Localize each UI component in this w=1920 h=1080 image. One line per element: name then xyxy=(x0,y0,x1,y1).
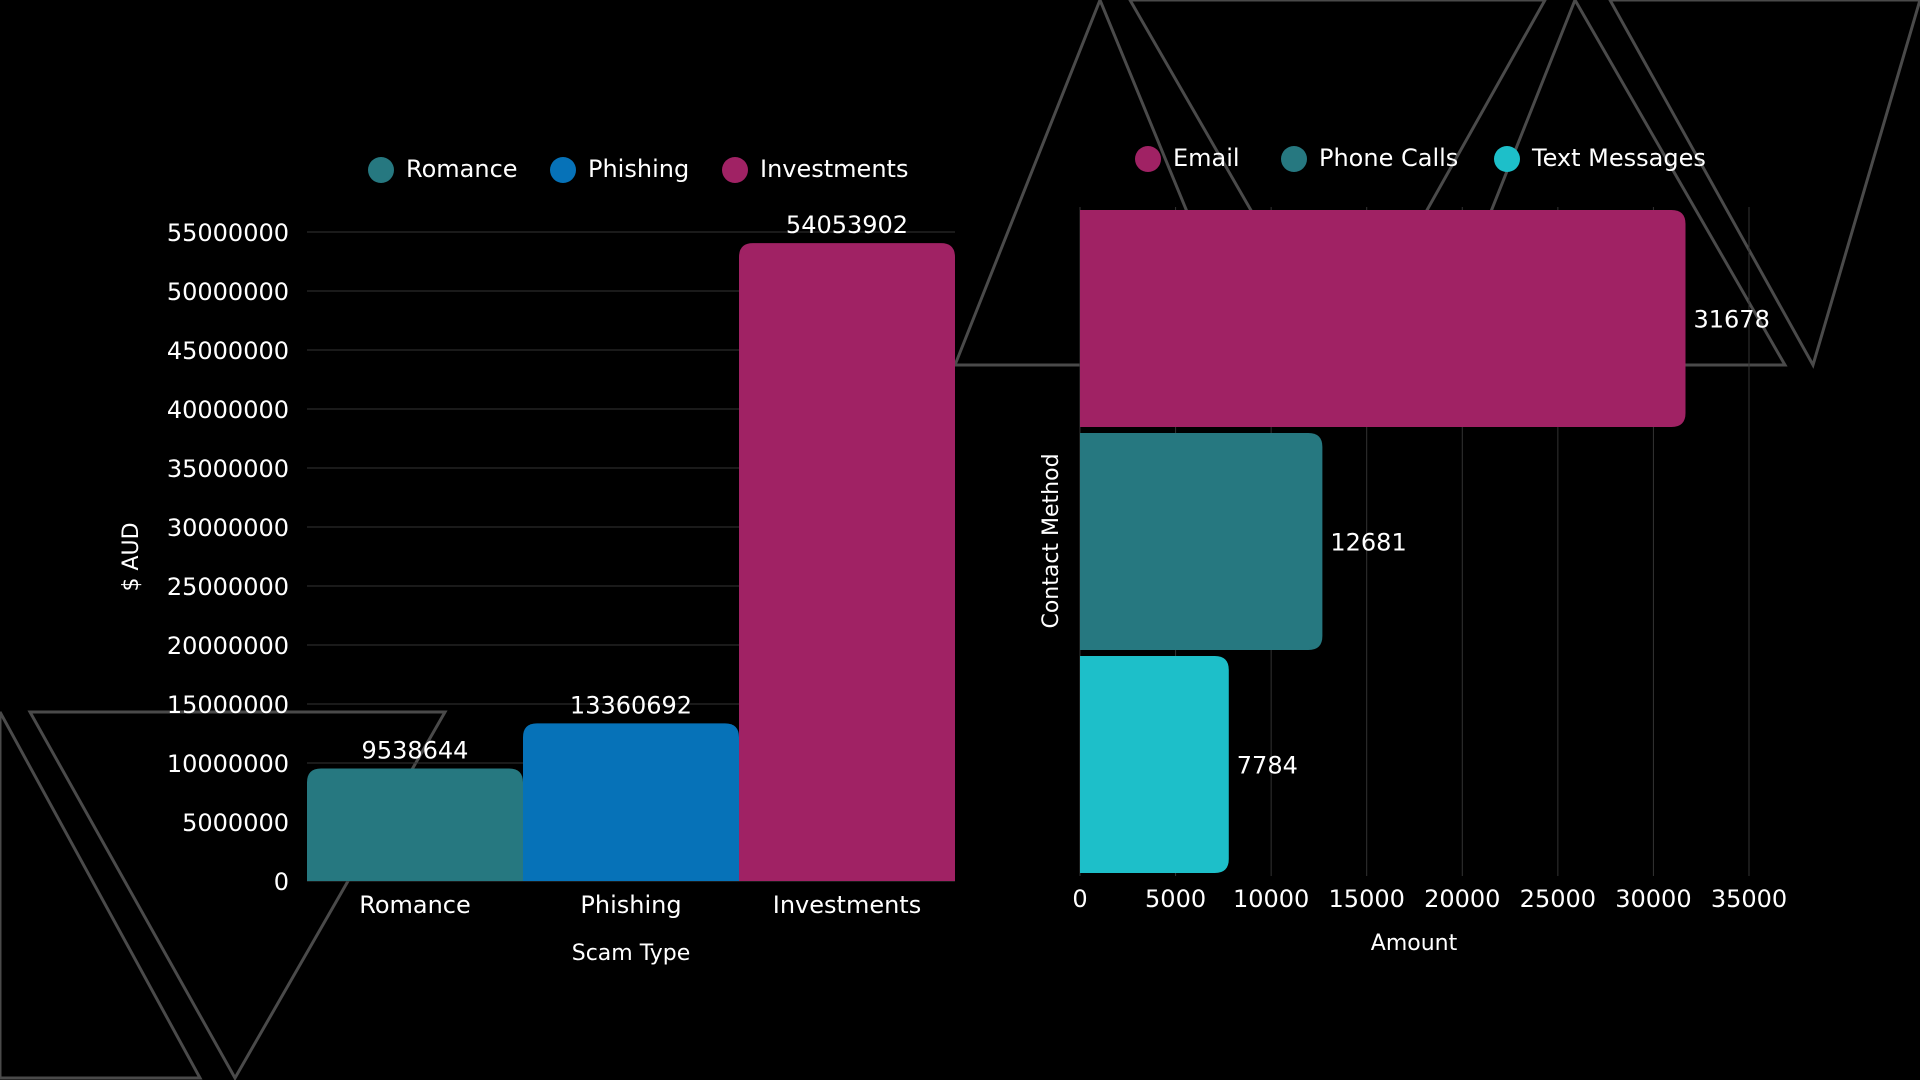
chart2-legend-swatch xyxy=(1494,146,1520,172)
chart2-x-tick-label: 15000 xyxy=(1329,885,1405,913)
chart1-y-tick-label: 25000000 xyxy=(167,573,289,601)
chart1-y-tick-labels: 0 5000000 10000000 15000000 20000000 25000000… xyxy=(167,219,289,896)
chart1-legend-swatch xyxy=(550,157,576,183)
chart1-y-tick-label: 55000000 xyxy=(167,219,289,247)
chart1-bar-investments xyxy=(739,243,955,882)
decor-triangle-4 xyxy=(1608,0,1920,369)
chart2-x-tick-label: 35000 xyxy=(1711,885,1787,913)
chart2-x-tick-label: 30000 xyxy=(1615,885,1691,913)
chart1-x-tick-label: Romance xyxy=(359,891,471,919)
chart1-y-tick-label: 5000000 xyxy=(182,809,289,837)
chart2-data-labels: 31678 12681 7784 xyxy=(1237,306,1770,780)
chart1-legend: Romance Phishing Investments xyxy=(368,155,908,183)
chart1-legend-swatch xyxy=(722,157,748,183)
decor-triangle-5 xyxy=(27,710,448,1080)
chart2-bar-email xyxy=(1080,210,1686,427)
chart2-legend-label: Phone Calls xyxy=(1319,144,1458,172)
chart2-legend-label: Text Messages xyxy=(1531,144,1706,172)
chart1-x-tick-label: Investments xyxy=(773,891,921,919)
chart1-data-label: 54053902 xyxy=(786,211,908,239)
chart2-x-tick-labels: 0 5000 10000 15000 20000 25000 30000 35000 xyxy=(1072,885,1787,913)
chart2-legend-swatch xyxy=(1281,146,1307,172)
chart2-x-tick-label: 5000 xyxy=(1145,885,1206,913)
chart1-y-tick-label: 30000000 xyxy=(167,514,289,542)
chart2-bars xyxy=(1080,210,1686,873)
chart1-y-tick-label: 15000000 xyxy=(167,691,289,719)
chart1-bar-romance xyxy=(307,768,523,881)
chart2-x-tick-label: 25000 xyxy=(1520,885,1596,913)
chart1-y-tick-label: 0 xyxy=(274,868,289,896)
chart1-legend-label: Romance xyxy=(406,155,518,183)
chart1-data-labels: 9538644 13360692 54053902 xyxy=(362,211,909,764)
chart2-legend-label: Email xyxy=(1173,144,1240,172)
chart1-x-tick-labels: Romance Phishing Investments xyxy=(359,891,921,919)
chart1-bar-phishing xyxy=(523,723,739,881)
chart1-y-tick-label: 50000000 xyxy=(167,278,289,306)
chart2-legend-swatch xyxy=(1135,146,1161,172)
chart2-bar-phone-calls xyxy=(1080,433,1323,650)
chart2-data-label: 7784 xyxy=(1237,752,1298,780)
chart1-legend-swatch xyxy=(368,157,394,183)
chart2-x-tick-label: 20000 xyxy=(1424,885,1500,913)
chart1-y-axis-title: $ AUD xyxy=(119,522,144,591)
chart2-data-label: 31678 xyxy=(1694,306,1770,334)
chart2-x-tick-label: 10000 xyxy=(1233,885,1309,913)
chart1-legend-label: Investments xyxy=(760,155,908,183)
chart1-x-tick-label: Phishing xyxy=(580,891,681,919)
chart1-data-label: 13360692 xyxy=(570,691,692,719)
chart1-legend-label: Phishing xyxy=(588,155,689,183)
chart2-y-axis-title: Contact Method xyxy=(1039,453,1064,628)
chart1-y-tick-label: 20000000 xyxy=(167,632,289,660)
chart2-legend: Email Phone Calls Text Messages xyxy=(1135,144,1706,172)
chart1-y-tick-label: 45000000 xyxy=(167,337,289,365)
decor-triangle-6 xyxy=(0,711,203,1080)
chart2-data-label: 12681 xyxy=(1330,529,1406,557)
chart2-x-axis-title: Amount xyxy=(1371,931,1458,956)
decor-triangle-2 xyxy=(1128,0,1547,369)
chart2-x-tick-label: 0 xyxy=(1072,885,1087,913)
chart1-data-label: 9538644 xyxy=(362,736,469,764)
chart1-x-axis-title: Scam Type xyxy=(572,941,691,966)
chart2-bar-text-messages xyxy=(1080,656,1229,873)
chart1-y-tick-label: 35000000 xyxy=(167,455,289,483)
chart1-y-tick-label: 40000000 xyxy=(167,396,289,424)
chart1-bars xyxy=(307,243,955,882)
chart1-y-tick-label: 10000000 xyxy=(167,750,289,778)
